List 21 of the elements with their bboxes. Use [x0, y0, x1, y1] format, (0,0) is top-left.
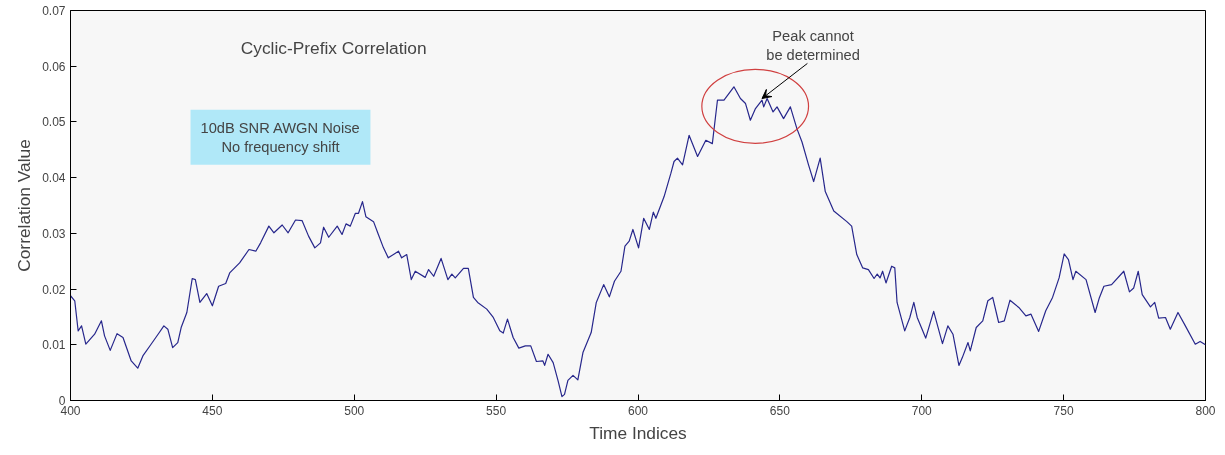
y-axis-title: Correlation Value — [14, 139, 35, 272]
y-tick-label: 0.06 — [42, 59, 66, 74]
x-tick-label: 800 — [1195, 403, 1216, 418]
x-tick-label: 550 — [486, 403, 507, 418]
y-tick-label: 0.07 — [42, 4, 66, 18]
y-tick-label: 0.01 — [42, 338, 66, 353]
x-tick-label: 500 — [344, 403, 365, 418]
y-tick-label: 0 — [58, 394, 66, 408]
x-tick-label: 450 — [202, 403, 223, 418]
y-tick-label: 0.05 — [42, 115, 66, 130]
y-tick-label: 0.04 — [42, 171, 66, 186]
x-axis-title: Time Indices — [589, 422, 688, 443]
x-tick-label: 600 — [627, 403, 649, 418]
annotation: 10dB SNR AWGN Noise No frequency shift — [200, 119, 360, 155]
x-tick-label: 700 — [911, 403, 933, 418]
annotation: Peak cannot be determined — [766, 28, 860, 64]
x-tick-label: 650 — [769, 403, 791, 418]
y-tick-label: 0.03 — [42, 226, 66, 241]
annotation: Cyclic-Prefix Correlation — [240, 37, 427, 58]
x-tick-label: 750 — [1053, 403, 1074, 418]
y-tick-label: 0.02 — [42, 282, 66, 297]
